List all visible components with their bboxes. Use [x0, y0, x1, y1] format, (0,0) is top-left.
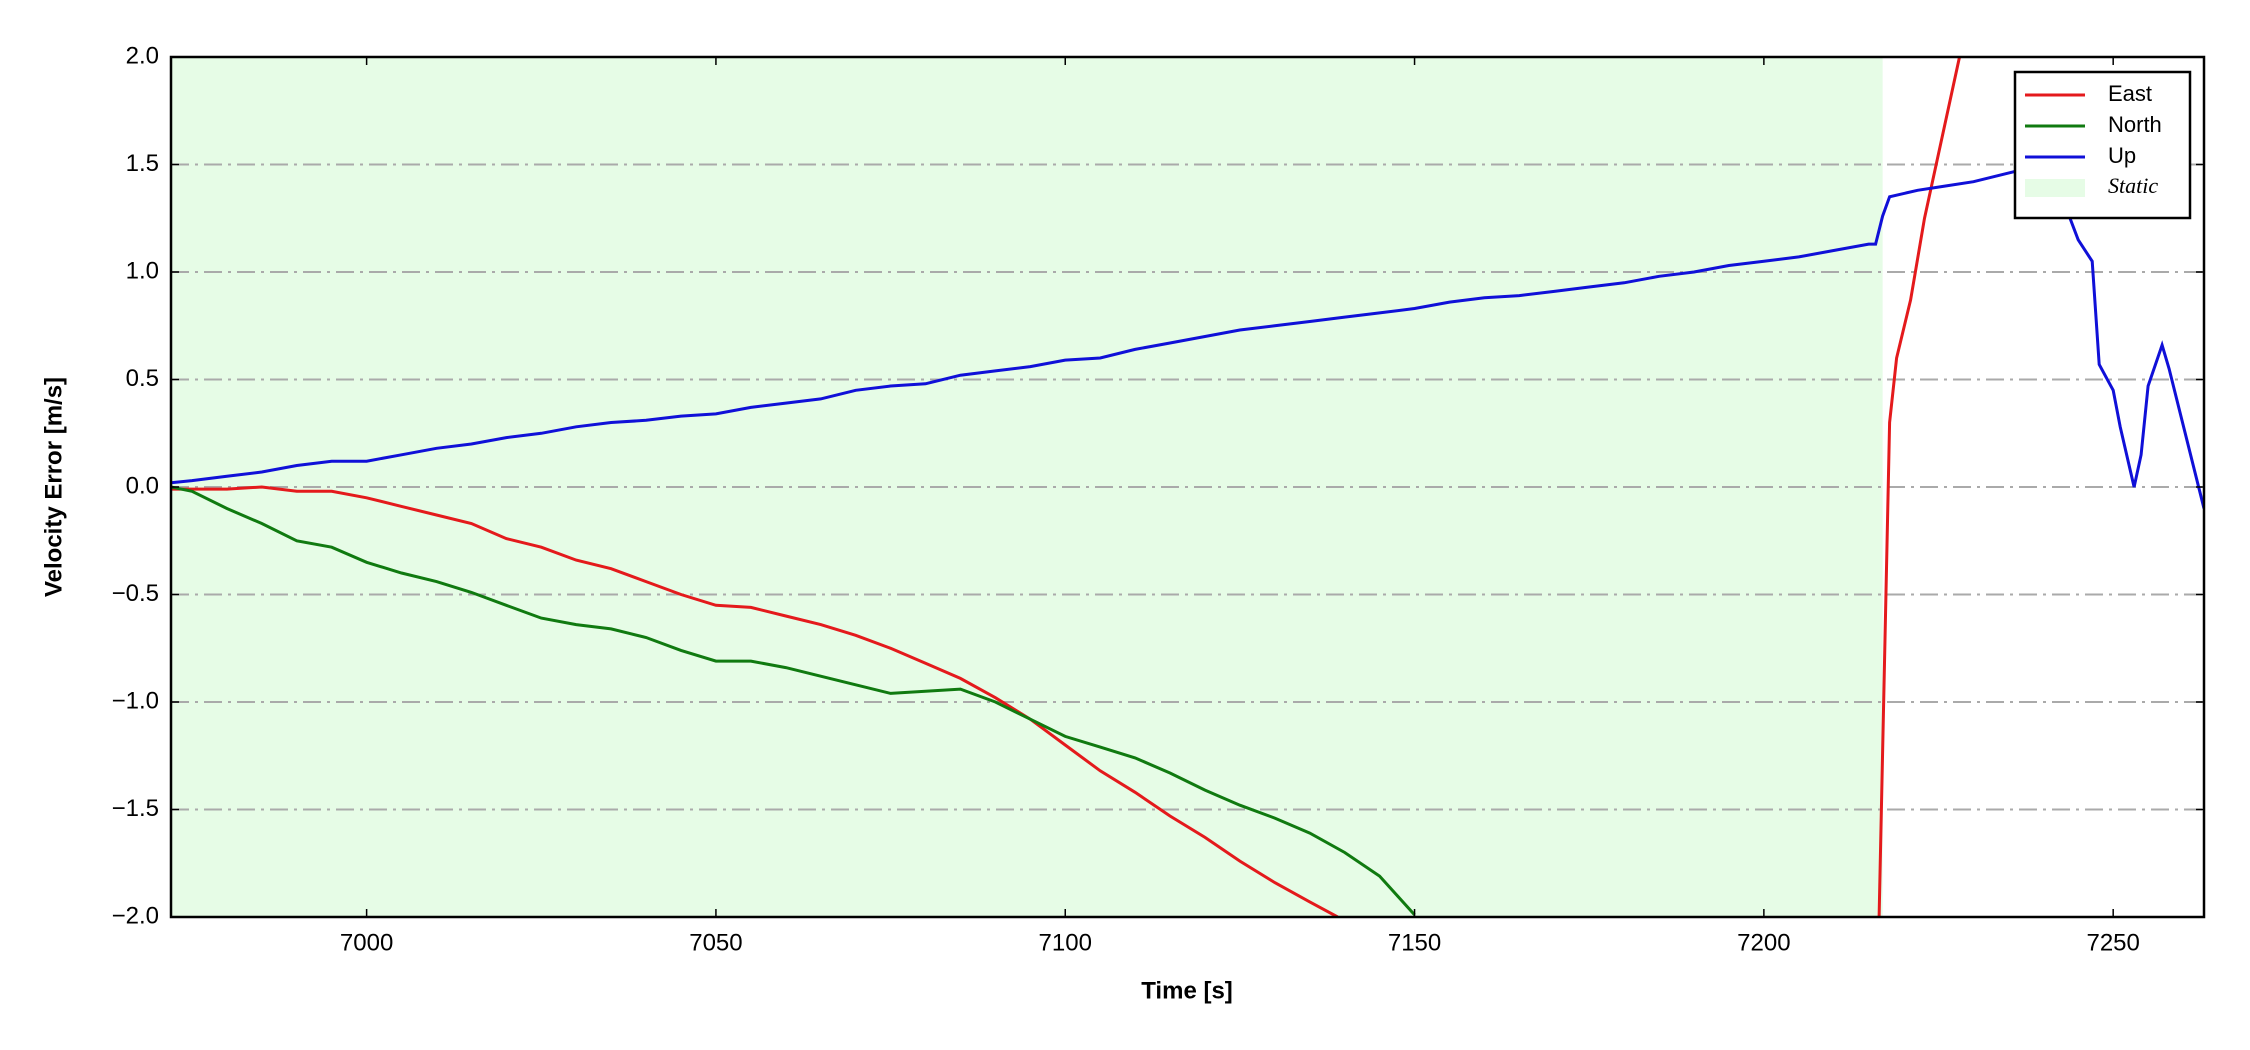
x-tick-label: 7000: [340, 929, 393, 956]
x-axis-label: Time [s]: [1141, 977, 1233, 1004]
legend: East North Up Static: [2013, 70, 2192, 220]
y-tick-label: 2.0: [126, 42, 159, 69]
plot-lines: [171, 57, 2204, 917]
y-tick-label: 0.5: [126, 365, 159, 392]
y-axis-label: Velocity Error [m/s]: [40, 377, 67, 597]
x-tick-label: 7200: [1737, 929, 1790, 956]
y-tick-label: −2.0: [112, 902, 159, 929]
legend-label: North: [2108, 112, 2162, 137]
y-tick-label: −1.0: [112, 687, 159, 714]
y-tick-label: −1.5: [112, 795, 159, 822]
y-tick-label: −0.5: [112, 580, 159, 607]
legend-label: East: [2108, 81, 2152, 106]
series-line: [171, 485, 1416, 916]
x-tick-label: 7250: [2086, 929, 2139, 956]
x-tick-label: 7150: [1388, 929, 1441, 956]
axes: −2.0 −1.5 −1.0 −0.5 0.0 0.5 1.0 1.5 2.0 7000 7050 7…: [112, 42, 2204, 956]
legend-label: Static: [2108, 173, 2158, 198]
legend-swatch: [2025, 179, 2085, 197]
y-tick-label: 0.0: [126, 472, 159, 499]
legend-label: Up: [2108, 143, 2136, 168]
y-tick-label: 1.5: [126, 150, 159, 177]
series-line: [171, 57, 1961, 917]
y-tick-label: 1.0: [126, 257, 159, 284]
x-tick-label: 7100: [1039, 929, 1092, 956]
x-tick-label: 7050: [689, 929, 742, 956]
